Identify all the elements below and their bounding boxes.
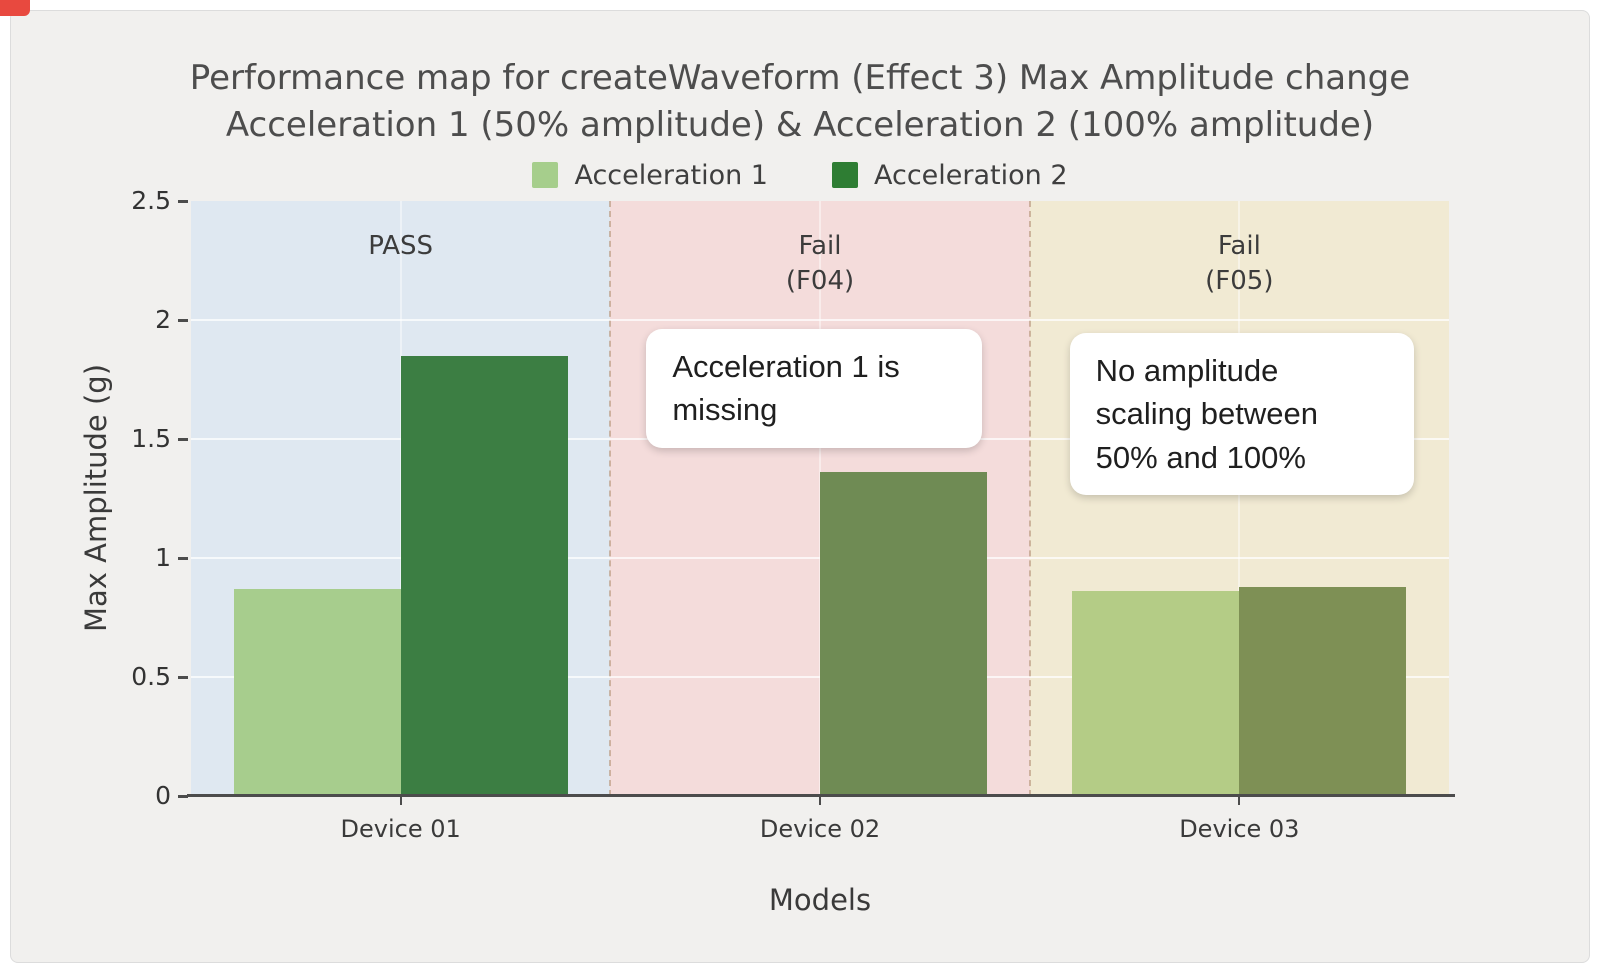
region-status-label-line: Fail	[1217, 231, 1261, 261]
y-axis-label: Max Amplitude (g)	[79, 363, 113, 633]
bar-acceleration-2-device-01	[400, 355, 568, 796]
y-tick-label-1: 1	[155, 543, 171, 572]
bar-acceleration-2-device-02	[820, 472, 987, 796]
region-separator	[609, 201, 612, 796]
region-status-label-line: PASS	[368, 231, 434, 261]
y-tick-mark	[178, 557, 188, 560]
y-tick-label-2.5: 2.5	[131, 186, 171, 215]
region-status-label-line: Fail	[798, 231, 842, 261]
region-separator	[1028, 201, 1031, 796]
x-tick-mark	[819, 796, 821, 805]
region-status-label-line: (F04)	[785, 266, 855, 297]
annotation-line: scaling between	[1095, 396, 1318, 432]
region-status-label: Fail (F05)	[1030, 229, 1449, 299]
annotation-callout-device-02: Acceleration 1 is missing	[646, 329, 983, 448]
gridline-y-2	[191, 319, 1449, 321]
annotation-line: 50% and 100%	[1095, 439, 1306, 475]
y-tick-mark	[178, 438, 188, 441]
annotation-line: missing	[672, 392, 778, 428]
x-tick-label-device-02: Device 02	[759, 815, 881, 843]
corner-red-marker	[0, 0, 30, 16]
legend-swatch-acceleration-1	[532, 162, 559, 188]
legend-label: Acceleration 2	[874, 159, 1068, 191]
x-tick-label-device-03: Device 03	[1179, 815, 1300, 843]
region-status-label: Fail (F04)	[610, 229, 1029, 299]
y-tick-label-2: 2	[155, 305, 171, 334]
y-tick-label-0: 0	[155, 781, 171, 810]
x-tick-label-device-01: Device 01	[340, 815, 461, 843]
x-axis-line	[187, 794, 1455, 797]
x-axis-label: Models	[768, 883, 872, 917]
y-tick-mark	[178, 676, 188, 679]
annotation-line: No amplitude	[1095, 353, 1279, 388]
chart-title-line2: Acceleration 1 (50% amplitude) & Acceler…	[225, 104, 1375, 145]
chart-title-line1: Performance map for createWaveform (Effe…	[189, 58, 1411, 98]
y-tick-mark	[178, 319, 188, 322]
annotation-callout-device-03: No amplitude scaling between 50% and 100%	[1069, 333, 1414, 496]
chart-title: Performance map for createWaveform (Effe…	[11, 55, 1589, 149]
x-tick-mark	[399, 796, 402, 805]
annotation-line: Acceleration 1 is	[672, 349, 900, 384]
plot-area: PASS Fail (F04) Fail (F05) 0 0.5 1 1.5 2 2.5 Device…	[131, 186, 1455, 843]
legend-item-acceleration-1[interactable]: Acceleration 1	[532, 160, 768, 191]
y-tick-label-0.5: 0.5	[131, 662, 171, 691]
legend: Acceleration 1 Acceleration 2	[11, 159, 1589, 191]
bar-acceleration-1-device-01	[233, 588, 401, 796]
y-tick-mark	[178, 795, 188, 798]
region-status-label: PASS	[191, 229, 610, 264]
legend-item-acceleration-2[interactable]: Acceleration 2	[832, 160, 1068, 191]
region-status-label-line: (F05)	[1205, 266, 1274, 297]
y-tick-label-1.5: 1.5	[131, 424, 171, 453]
bar-acceleration-2-device-03	[1239, 586, 1407, 796]
x-tick-mark	[1238, 796, 1241, 805]
bar-acceleration-1-device-03	[1072, 591, 1240, 796]
gridline-x-device-03	[1238, 201, 1241, 796]
y-tick-mark	[178, 200, 188, 203]
legend-label: Acceleration 1	[574, 159, 768, 191]
chart-panel: Performance map for createWaveform (Effe…	[10, 10, 1590, 963]
legend-swatch-acceleration-2	[832, 162, 858, 188]
